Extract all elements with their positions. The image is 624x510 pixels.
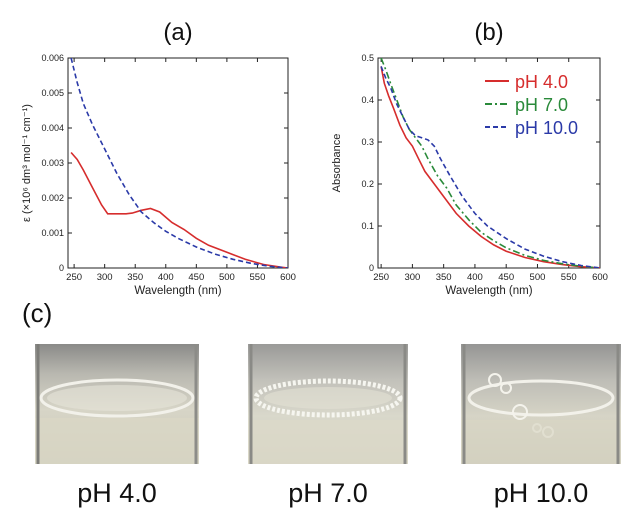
chart-b-y-tick-label: 0.1	[361, 221, 374, 231]
chart-a-x-tick-label: 600	[280, 272, 296, 283]
chart-b-x-tick-label: 400	[467, 272, 483, 283]
chart-b-x-axis-label: Wavelength (nm)	[445, 285, 532, 297]
chart-a-x-tick-label: 250	[66, 272, 82, 283]
chart-b-legend-label-1: pH 7.0	[515, 95, 568, 115]
chart-b-y-tick-label: 0.4	[361, 95, 374, 105]
chart-a-x-tick-label: 500	[219, 272, 235, 283]
chart-b-x-tick-label: 600	[592, 272, 608, 283]
chart-a-y-tick-label: 0.002	[41, 193, 64, 203]
chart-a-y-tick-label: 0.003	[41, 158, 64, 168]
chart-b-x-tick-label: 500	[530, 272, 546, 283]
chart-a-y-tick-label: 0.001	[41, 228, 64, 238]
chart-b-x-tick-label: 250	[373, 272, 389, 283]
chart-a-series-1-line	[70, 58, 288, 268]
chart-b-x-tick-label: 550	[561, 272, 577, 283]
chart-b-y-tick-label: 0.2	[361, 179, 374, 189]
chart-b-plot-frame	[377, 57, 601, 269]
chart-b-y-tick-label: 0	[369, 263, 374, 273]
chart-b-x-tick-label: 350	[436, 272, 452, 283]
chart-a-panel-label: (a)	[163, 19, 192, 46]
chart-b-series-2-line	[380, 66, 600, 268]
chart-a-y-tick-label: 0.005	[41, 88, 64, 98]
panel-c-label: (c)	[22, 298, 53, 328]
photo-caption-ph7: pH 7.0	[288, 478, 368, 508]
chart-a-y-tick-label: 0.006	[41, 53, 64, 63]
chart-b-series-1-line	[380, 58, 600, 268]
photo-ph4	[35, 344, 199, 464]
chart-a: (a) 250 300 350 400 450 500 550 600 0 0.001 0.002 0.…	[21, 19, 296, 297]
photo-caption-ph4: pH 4.0	[77, 478, 157, 508]
chart-b: (b) 250 300 350 400 450 500 550 600 0 0.1 0.2 0.3 0.4…	[331, 19, 608, 297]
chart-b-legend-label-0: pH 4.0	[515, 72, 568, 92]
photo-ph7	[248, 344, 408, 464]
chart-b-x-tick-label: 300	[404, 272, 420, 283]
chart-b-panel-label: (b)	[474, 19, 503, 46]
photo-ph10	[461, 344, 621, 464]
chart-a-x-axis-label: Wavelength (nm)	[134, 285, 221, 297]
chart-b-y-axis-label: Absorbance	[331, 134, 343, 193]
chart-a-x-tick-label: 400	[158, 272, 174, 283]
chart-a-x-tick-label: 550	[250, 272, 266, 283]
chart-b-y-tick-label: 0.3	[361, 137, 374, 147]
chart-b-series-0-line	[380, 66, 600, 268]
chart-a-y-tick-label: 0.004	[41, 123, 64, 133]
chart-a-x-tick-label: 300	[97, 272, 113, 283]
chart-a-plot-frame	[67, 57, 289, 269]
photo-caption-ph10: pH 10.0	[493, 478, 589, 508]
chart-a-y-axis-label: ε (×10⁶ dm³ mol⁻¹ cm⁻¹)	[21, 104, 33, 222]
chart-a-y-tick-label: 0	[59, 263, 64, 273]
chart-a-x-tick-label: 450	[188, 272, 204, 283]
chart-b-legend-label-2: pH 10.0	[515, 118, 578, 138]
chart-a-x-tick-label: 350	[127, 272, 143, 283]
chart-b-x-tick-label: 450	[498, 272, 514, 283]
chart-b-y-tick-label: 0.5	[361, 53, 374, 63]
chart-a-series-0-line	[70, 151, 288, 268]
